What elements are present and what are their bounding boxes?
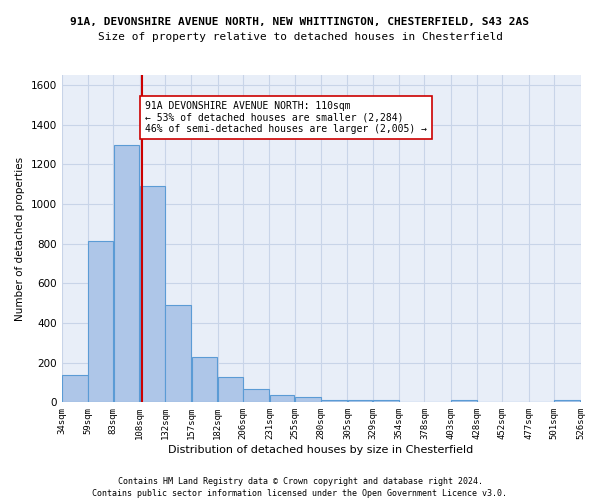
Text: Contains HM Land Registry data © Crown copyright and database right 2024.: Contains HM Land Registry data © Crown c… bbox=[118, 478, 482, 486]
Text: Size of property relative to detached houses in Chesterfield: Size of property relative to detached ho… bbox=[97, 32, 503, 42]
Bar bbox=[554, 400, 580, 402]
Bar bbox=[244, 389, 269, 402]
Bar bbox=[165, 305, 191, 402]
Bar bbox=[191, 356, 217, 403]
Bar bbox=[451, 400, 477, 402]
Bar bbox=[218, 376, 243, 402]
Bar bbox=[113, 146, 139, 402]
Text: 91A, DEVONSHIRE AVENUE NORTH, NEW WHITTINGTON, CHESTERFIELD, S43 2AS: 91A, DEVONSHIRE AVENUE NORTH, NEW WHITTI… bbox=[71, 18, 530, 28]
Bar bbox=[88, 240, 113, 402]
Bar bbox=[62, 374, 88, 402]
Bar bbox=[322, 400, 347, 402]
Bar bbox=[269, 395, 295, 402]
Y-axis label: Number of detached properties: Number of detached properties bbox=[15, 156, 25, 320]
X-axis label: Distribution of detached houses by size in Chesterfield: Distribution of detached houses by size … bbox=[169, 445, 474, 455]
Bar bbox=[140, 186, 165, 402]
Bar bbox=[348, 400, 373, 402]
Text: Contains public sector information licensed under the Open Government Licence v3: Contains public sector information licen… bbox=[92, 489, 508, 498]
Bar bbox=[373, 400, 399, 402]
Text: 91A DEVONSHIRE AVENUE NORTH: 110sqm
← 53% of detached houses are smaller (2,284): 91A DEVONSHIRE AVENUE NORTH: 110sqm ← 53… bbox=[145, 101, 427, 134]
Bar bbox=[295, 397, 321, 402]
